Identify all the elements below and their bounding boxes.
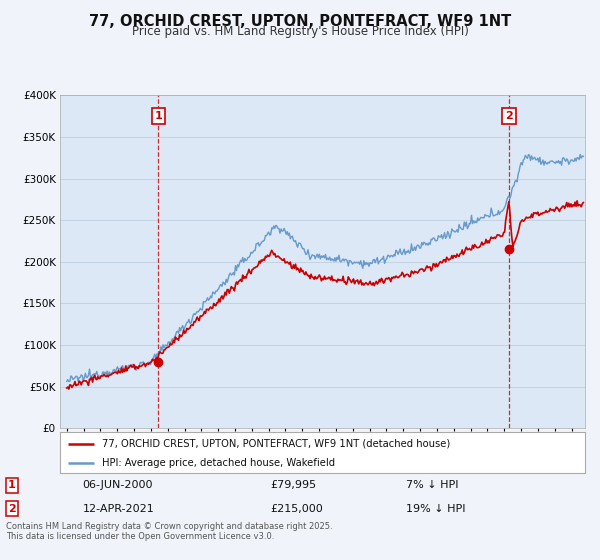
Text: 77, ORCHID CREST, UPTON, PONTEFRACT, WF9 1NT (detached house): 77, ORCHID CREST, UPTON, PONTEFRACT, WF9…	[102, 439, 450, 449]
Text: 06-JUN-2000: 06-JUN-2000	[82, 480, 153, 490]
Text: 1: 1	[154, 111, 162, 121]
Text: Price paid vs. HM Land Registry's House Price Index (HPI): Price paid vs. HM Land Registry's House …	[131, 25, 469, 38]
Text: HPI: Average price, detached house, Wakefield: HPI: Average price, detached house, Wake…	[102, 458, 335, 468]
Text: Contains HM Land Registry data © Crown copyright and database right 2025.
This d: Contains HM Land Registry data © Crown c…	[6, 522, 332, 542]
Text: 19% ↓ HPI: 19% ↓ HPI	[406, 504, 466, 514]
Text: 12-APR-2021: 12-APR-2021	[82, 504, 154, 514]
Text: £215,000: £215,000	[271, 504, 323, 514]
Text: £79,995: £79,995	[271, 480, 317, 490]
Text: 7% ↓ HPI: 7% ↓ HPI	[406, 480, 458, 490]
Text: 77, ORCHID CREST, UPTON, PONTEFRACT, WF9 1NT: 77, ORCHID CREST, UPTON, PONTEFRACT, WF9…	[89, 14, 511, 29]
Text: 2: 2	[8, 504, 16, 514]
Text: 2: 2	[505, 111, 513, 121]
Text: 1: 1	[8, 480, 16, 490]
